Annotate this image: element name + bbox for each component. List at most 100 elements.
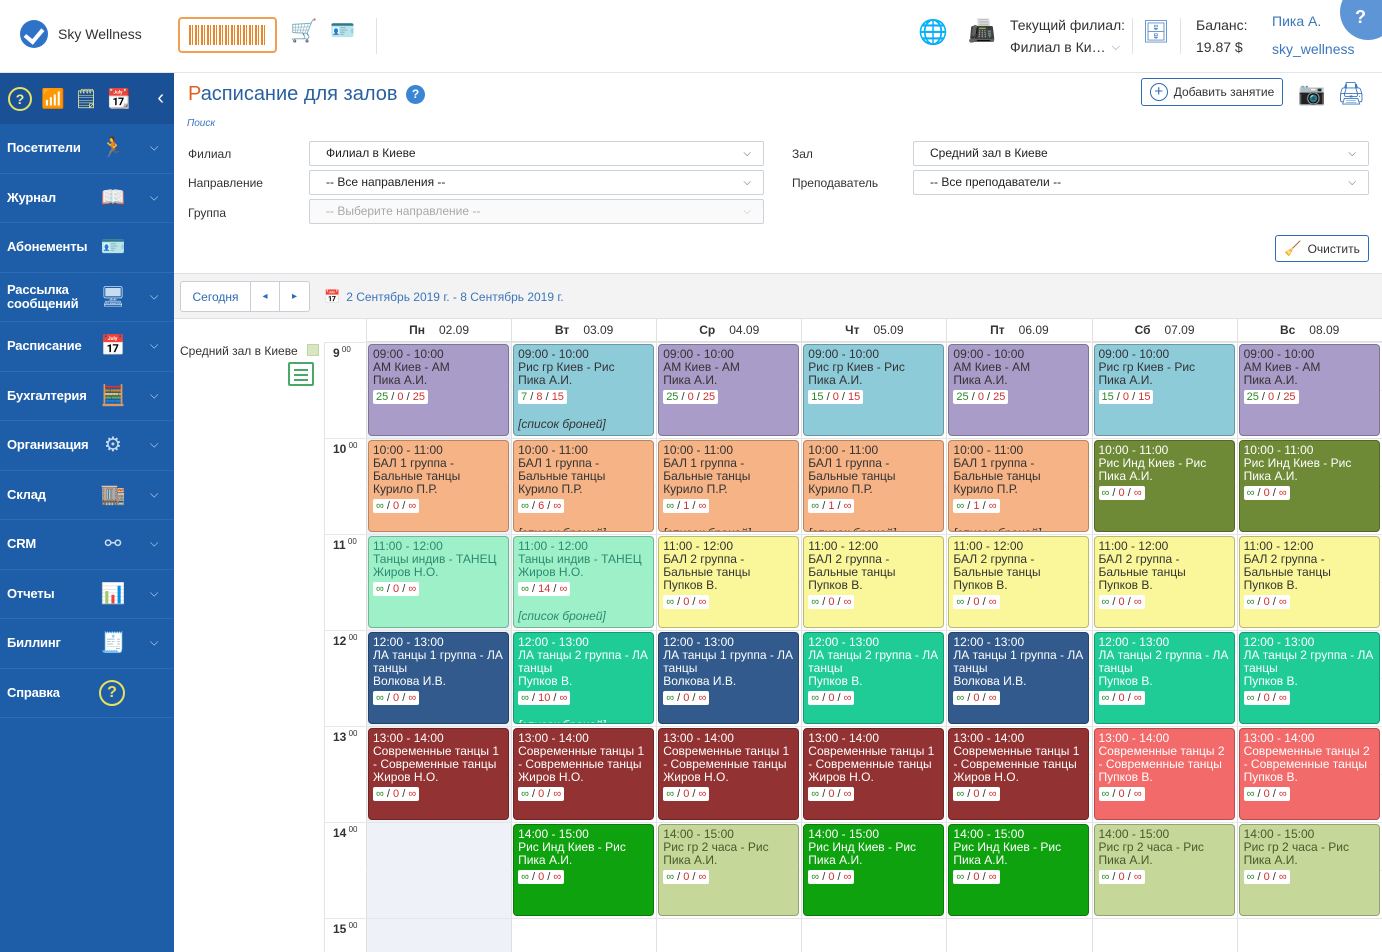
sidebar-item[interactable]: Биллинг 🧾 ⌵ [0, 619, 174, 669]
bookings-link[interactable]: [список броней] [808, 527, 896, 532]
safe-icon[interactable]: 🗄 [1142, 19, 1170, 44]
bookings-link[interactable]: [список броней] [518, 719, 606, 724]
stats-icon[interactable]: 📶 [41, 88, 65, 110]
print-icon[interactable]: 🖨 [1337, 81, 1365, 106]
day-column[interactable] [1236, 342, 1382, 952]
schedule-event[interactable]: 13:00 - 14:00 Современные танцы 2 - Совре… [1238, 728, 1380, 820]
group-filter-select[interactable]: -- Выберите направление -- ⌵ [309, 199, 764, 224]
next-week-button[interactable]: ▸ [291, 291, 298, 302]
logo[interactable]: Sky Wellness [20, 20, 142, 48]
schedule-event[interactable]: 11:00 - 12:00 Танцы индив - ТАНЕЦ Жиров Н.… [368, 536, 510, 628]
schedule-event[interactable]: 09:00 - 10:00 Рис гр Киев - Рис Пика А.И. 1… [1093, 344, 1235, 436]
schedule-event[interactable]: 14:00 - 15:00 Рис гр 2 часа - Рис Пика А.И… [1093, 824, 1235, 916]
schedule-event[interactable]: 10:00 - 11:00 БАЛ 1 группа - Бальные танц… [948, 440, 1090, 532]
room-report-icon[interactable] [288, 362, 314, 386]
day-column[interactable] [656, 342, 801, 952]
sidebar-item[interactable]: Расписание 📅 ⌵ [0, 322, 174, 372]
bookings-link[interactable]: [список броней] [518, 609, 606, 623]
sidebar-item[interactable]: Бухгалтерия 🧮 ⌵ [0, 372, 174, 421]
add-lesson-button[interactable]: + Добавить занятие [1141, 78, 1283, 106]
schedule-event[interactable]: 14:00 - 15:00 Рис Инд Киев - Рис Пика А.И.… [803, 824, 945, 916]
schedule-event[interactable]: 11:00 - 12:00 БАЛ 2 группа - Бальные танц… [1238, 536, 1380, 628]
sidebar-item[interactable]: Организация ⚙ ⌵ [0, 421, 174, 471]
sidebar-item[interactable]: Рассылка сообщений 🖥 ⌵ [0, 273, 174, 322]
user-name[interactable]: Пика А. [1272, 13, 1322, 29]
bookings-link[interactable]: [список броней] [663, 527, 751, 532]
day-column[interactable] [1091, 342, 1237, 952]
sidebar-item[interactable]: CRM ⚯ ⌵ [0, 520, 174, 570]
schedule-event[interactable]: 14:00 - 15:00 Рис гр 2 часа - Рис Пика А.И… [658, 824, 800, 916]
clear-filters-button[interactable]: 🧹 Очистить [1275, 235, 1369, 262]
event-time: 11:00 - 12:00 [373, 539, 443, 553]
schedule-event[interactable]: 09:00 - 10:00 Рис гр Киев - Рис Пика А.И. 7… [513, 344, 655, 436]
schedule-event[interactable]: 10:00 - 11:00 Рис Инд Киев - Рис Пика А.И.… [1093, 440, 1235, 532]
schedule-event[interactable]: 12:00 - 13:00 ЛА танцы 2 группа - ЛА танц… [513, 632, 655, 724]
search-link[interactable]: Поиск [187, 118, 216, 129]
branch-filter-select[interactable]: Филиал в Киеве ⌵ [309, 141, 764, 166]
schedule-event[interactable]: 13:00 - 14:00 Современные танцы 1 - Совре… [948, 728, 1090, 820]
day-column[interactable] [511, 342, 656, 952]
schedule-event[interactable]: 11:00 - 12:00 БАЛ 2 группа - Бальные танц… [803, 536, 945, 628]
schedule-event[interactable]: 09:00 - 10:00 АМ Киев - АМ Пика А.И. 25 / 0… [948, 344, 1090, 436]
schedule-event[interactable]: 12:00 - 13:00 ЛА танцы 2 группа - ЛА танц… [1238, 632, 1380, 724]
help-corner-button[interactable]: ? [1340, 0, 1382, 40]
bookings-link[interactable]: [список броней] [518, 527, 606, 532]
calendar-icon[interactable]: 📆 [107, 88, 131, 110]
schedule-event[interactable]: 10:00 - 11:00 БАЛ 1 группа - Бальные танц… [513, 440, 655, 532]
sidebar-item[interactable]: Абонементы 🪪 [0, 223, 174, 273]
prev-week-button[interactable]: ◂ [251, 282, 280, 311]
schedule-event[interactable]: 13:00 - 14:00 Современные танцы 2 - Совре… [1093, 728, 1235, 820]
schedule-event[interactable]: 11:00 - 12:00 БАЛ 2 группа - Бальные танц… [948, 536, 1090, 628]
direction-filter-select[interactable]: -- Все направления -- ⌵ [309, 170, 764, 195]
bookings-link[interactable]: [список броней] [953, 527, 1041, 532]
schedule-event[interactable]: 12:00 - 13:00 ЛА танцы 1 группа - ЛА танц… [658, 632, 800, 724]
sidebar-item[interactable]: Журнал 📖 ⌵ [0, 174, 174, 223]
sidebar-item[interactable]: Отчеты 📊 ⌵ [0, 570, 174, 619]
schedule-event[interactable]: 12:00 - 13:00 ЛА танцы 2 группа - ЛА танц… [1093, 632, 1235, 724]
schedule-event[interactable]: 10:00 - 11:00 Рис Инд Киев - Рис Пика А.И.… [1238, 440, 1380, 532]
schedule-event[interactable]: 12:00 - 13:00 ЛА танцы 1 группа - ЛА танц… [368, 632, 510, 724]
schedule-event[interactable]: 14:00 - 15:00 Рис гр 2 часа - Рис Пика А.И… [1238, 824, 1380, 916]
collapse-sidebar-icon[interactable]: ‹ [157, 87, 164, 109]
bookings-link[interactable]: [список броней] [518, 417, 606, 431]
schedule-event[interactable]: 14:00 - 15:00 Рис Инд Киев - Рис Пика А.И.… [948, 824, 1090, 916]
event-capacity-badge: ∞ / 0 / ∞ [663, 691, 710, 705]
sidebar-item[interactable]: Посетители 🏃 ⌵ [0, 124, 174, 174]
schedule-event[interactable]: 13:00 - 14:00 Современные танцы 1 - Совре… [658, 728, 800, 820]
schedule-event[interactable]: 09:00 - 10:00 Рис гр Киев - Рис Пика А.И. 1… [803, 344, 945, 436]
support-globe-icon[interactable]: 🌐 [918, 19, 948, 46]
day-column[interactable] [946, 342, 1091, 952]
schedule-event[interactable]: 10:00 - 11:00 БАЛ 1 группа - Бальные танц… [368, 440, 510, 532]
add-client-card-icon[interactable]: 🪪 [330, 20, 355, 42]
schedule-event[interactable]: 11:00 - 12:00 БАЛ 2 группа - Бальные танц… [658, 536, 800, 628]
schedule-event[interactable]: 13:00 - 14:00 Современные танцы 1 - Совре… [803, 728, 945, 820]
sidebar-item[interactable]: Справка? [0, 669, 174, 718]
schedule-event[interactable]: 12:00 - 13:00 ЛА танцы 1 группа - ЛА танц… [948, 632, 1090, 724]
help-icon[interactable]: ? [8, 86, 32, 111]
schedule-event[interactable]: 13:00 - 14:00 Современные танцы 1 - Совре… [513, 728, 655, 820]
schedule-event[interactable]: 10:00 - 11:00 БАЛ 1 группа - Бальные танц… [658, 440, 800, 532]
date-range[interactable]: 📅 2 Сентябрь 2019 г. - 8 Сентябрь 2019 г… [324, 289, 564, 305]
teacher-filter-select[interactable]: -- Все преподаватели -- ⌵ [913, 170, 1369, 195]
snapshot-icon[interactable]: 📷 [1298, 81, 1326, 106]
schedule-event[interactable]: 11:00 - 12:00 БАЛ 2 группа - Бальные танц… [1093, 536, 1235, 628]
terminal-status-icon[interactable]: 📠 [968, 18, 996, 43]
schedule-event[interactable]: 13:00 - 14:00 Современные танцы 1 - Совре… [368, 728, 510, 820]
user-login[interactable]: sky_wellness [1272, 41, 1355, 57]
hall-filter-select[interactable]: Средний зал в Киеве ⌵ [913, 141, 1369, 166]
sidebar-item[interactable]: Склад 🏬 ⌵ [0, 471, 174, 520]
branch-selector[interactable]: Филиал в Ки… ⌵ [1010, 39, 1120, 55]
page-help-icon[interactable]: ? [406, 85, 425, 104]
schedule-event[interactable]: 09:00 - 10:00 АМ Киев - АМ Пика А.И. 25 / 0… [1238, 344, 1380, 436]
schedule-event[interactable]: 11:00 - 12:00 Танцы индив - ТАНЕЦ Жиров Н.… [513, 536, 655, 628]
today-button[interactable]: Сегодня [181, 282, 251, 311]
schedule-event[interactable]: 09:00 - 10:00 АМ Киев - АМ Пика А.И. 25 / 0… [658, 344, 800, 436]
schedule-event[interactable]: 10:00 - 11:00 БАЛ 1 группа - Бальные танц… [803, 440, 945, 532]
tasks-icon[interactable]: 🗒 [74, 88, 99, 110]
schedule-event[interactable]: 12:00 - 13:00 ЛА танцы 2 группа - ЛА танц… [803, 632, 945, 724]
cart-add-icon[interactable]: 🛒 [290, 18, 318, 43]
schedule-event[interactable]: 14:00 - 15:00 Рис Инд Киев - Рис Пика А.И.… [513, 824, 655, 916]
schedule-event[interactable]: 09:00 - 10:00 АМ Киев - АМ Пика А.И. 25 / 0… [368, 344, 510, 436]
day-column[interactable] [801, 342, 946, 952]
barcode-scan-button[interactable] [178, 17, 277, 53]
